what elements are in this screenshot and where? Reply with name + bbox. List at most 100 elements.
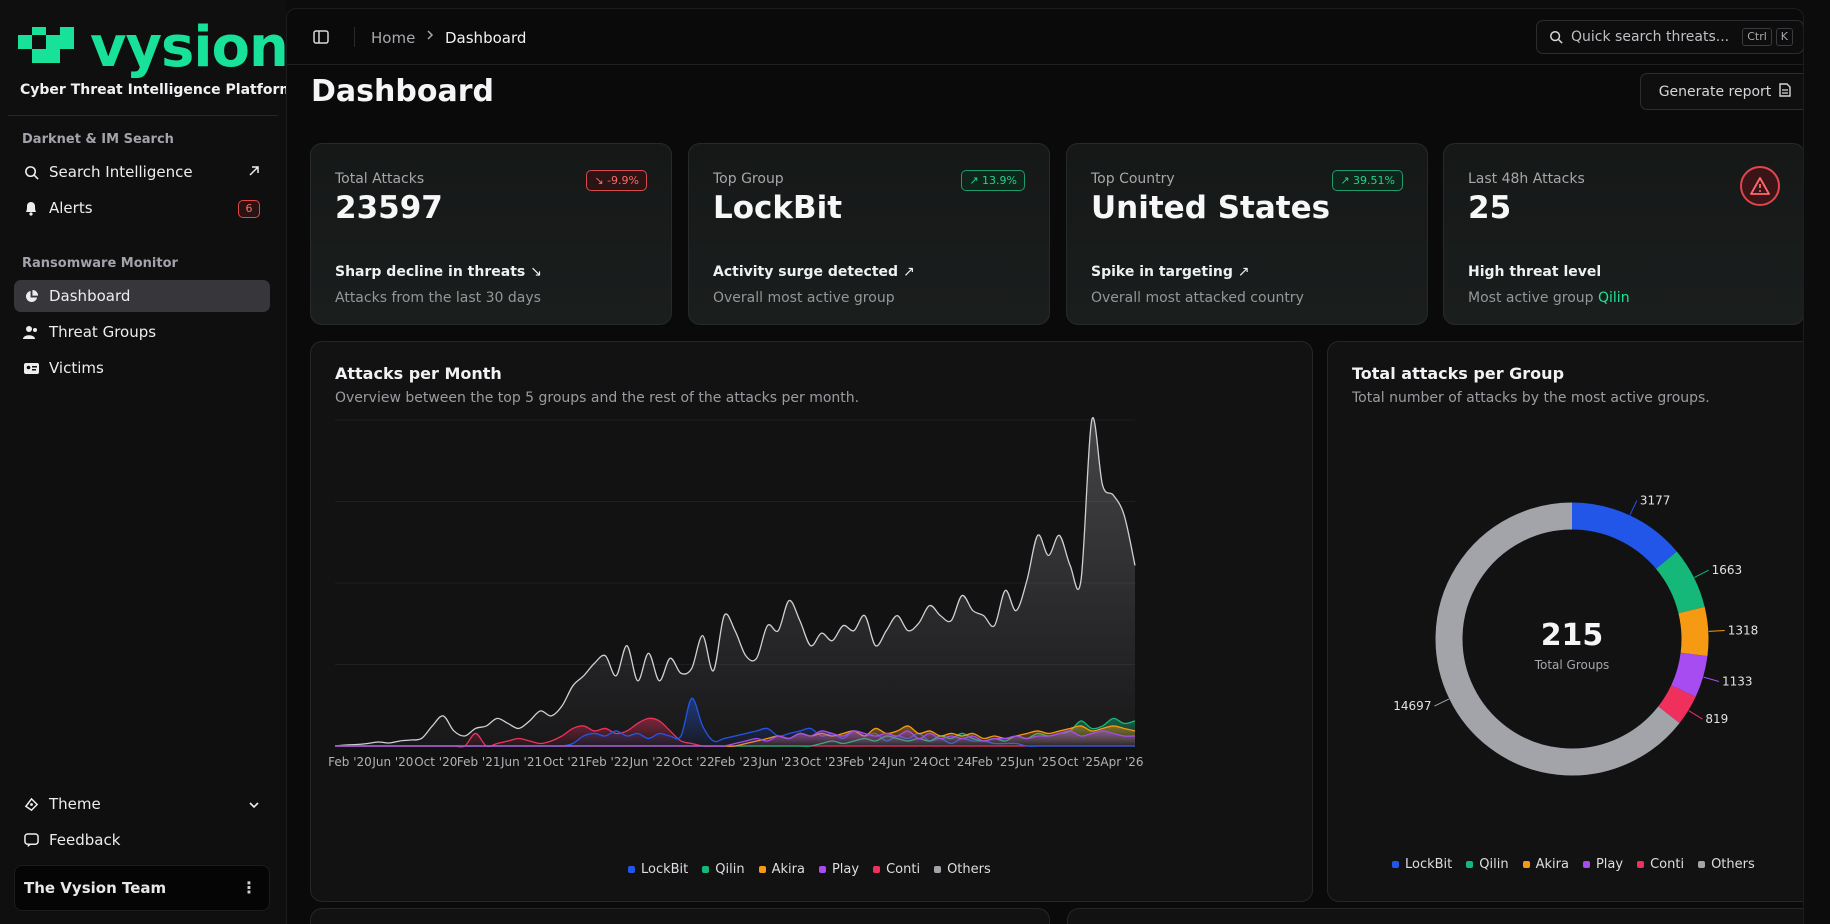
kpi-insight: Activity surge detected ↗ xyxy=(713,264,915,280)
sidebar-divider xyxy=(8,115,278,116)
donut-slice-qilin xyxy=(1655,551,1705,614)
x-tick-label: Jun '21 xyxy=(500,755,542,769)
chart-legend: LockBit Qilin Akira Play Conti Others xyxy=(1392,857,1755,872)
kpi-trend-badge: ↗ 39.51% xyxy=(1332,170,1403,191)
legend-item-qilin[interactable]: Qilin xyxy=(1466,857,1509,872)
shortcut-key-k: K xyxy=(1775,28,1793,46)
team-switcher[interactable]: The Vysion Team ⋮ xyxy=(14,865,270,911)
kpi-caption: Most active group Qilin xyxy=(1468,290,1630,306)
kpi-value: LockBit xyxy=(713,190,843,226)
search-placeholder: Quick search threats... xyxy=(1571,29,1730,45)
slice-value-label: 1133 xyxy=(1722,675,1753,689)
donut-slice-others xyxy=(1435,502,1680,776)
kpi-label: Last 48h Attacks xyxy=(1468,171,1585,187)
kpi-label: Top Country xyxy=(1091,171,1175,187)
palette-icon xyxy=(23,796,39,812)
sidebar-item-search-intelligence[interactable]: Search Intelligence xyxy=(14,156,270,188)
legend-swatch xyxy=(702,866,710,873)
pie-chart-icon xyxy=(23,288,39,304)
brand-tagline: Cyber Threat Intelligence Platform xyxy=(20,82,294,98)
legend-swatch xyxy=(1582,861,1590,868)
series-line-play xyxy=(334,730,1136,747)
legend-item-conti[interactable]: Conti xyxy=(873,862,920,877)
legend-item-others[interactable]: Others xyxy=(934,862,991,877)
donut-center-label: Total Groups xyxy=(1534,658,1610,672)
x-tick-label: Oct '21 xyxy=(543,755,586,769)
kpi-caption: Overall most attacked country xyxy=(1091,290,1304,306)
x-tick-label: Feb '22 xyxy=(586,755,630,769)
legend-item-others[interactable]: Others xyxy=(1698,857,1755,872)
kpi-card-total-attacks: Total Attacks ↘ -9.9% 23597 Sharp declin… xyxy=(310,143,672,325)
brand-name: vysion xyxy=(90,15,289,80)
legend-item-qilin[interactable]: Qilin xyxy=(702,862,745,877)
x-tick-label: Oct '23 xyxy=(800,755,843,769)
section-title-darknet: Darknet & IM Search xyxy=(22,132,174,147)
legend-item-lockbit[interactable]: LockBit xyxy=(628,862,688,877)
sidebar-item-victims[interactable]: Victims xyxy=(14,352,270,384)
slice-value-label: 1663 xyxy=(1712,563,1743,577)
bell-icon xyxy=(23,200,39,216)
generate-report-button[interactable]: Generate report xyxy=(1640,73,1803,110)
sidebar-item-dashboard[interactable]: Dashboard xyxy=(14,280,270,312)
panel-placeholder-left xyxy=(310,908,1050,924)
kpi-card-last-48h: Last 48h Attacks 25 High threat level Mo… xyxy=(1443,143,1803,325)
slice-value-label: 819 xyxy=(1705,712,1728,726)
slice-value-label: 3177 xyxy=(1640,493,1671,507)
feedback-link[interactable]: Feedback xyxy=(14,824,270,856)
most-active-group-link[interactable]: Qilin xyxy=(1598,290,1630,306)
legend-item-lockbit[interactable]: LockBit xyxy=(1392,857,1452,872)
slice-value-label: 1318 xyxy=(1728,623,1759,637)
donut-slice-play xyxy=(1671,652,1708,697)
sidebar-item-label: Dashboard xyxy=(49,287,131,305)
slice-leader-line xyxy=(1434,698,1450,707)
team-name: The Vysion Team xyxy=(24,879,167,897)
x-tick-label: Oct '20 xyxy=(414,755,457,769)
more-vertical-icon[interactable]: ⋮ xyxy=(241,878,257,897)
legend-item-play[interactable]: Play xyxy=(1582,857,1623,872)
legend-swatch xyxy=(628,866,635,873)
warning-triangle-icon xyxy=(1740,166,1780,206)
legend-item-akira[interactable]: Akira xyxy=(758,862,805,877)
x-tick-label: Oct '24 xyxy=(929,755,972,769)
x-tick-label: Feb '25 xyxy=(972,755,1016,769)
topbar-divider xyxy=(354,27,355,47)
feedback-label: Feedback xyxy=(49,831,121,849)
legend-item-play[interactable]: Play xyxy=(818,862,860,877)
sidebar-item-alerts[interactable]: Alerts 6 xyxy=(14,192,270,224)
users-icon xyxy=(23,324,39,340)
brand-logo[interactable]: vysion xyxy=(18,15,289,80)
trending-down-icon: ↘ xyxy=(530,264,542,280)
sidebar-toggle-icon[interactable] xyxy=(313,29,329,49)
kpi-insight: High threat level xyxy=(1468,264,1602,280)
theme-toggle[interactable]: Theme xyxy=(14,788,270,820)
main-content: Home Dashboard Quick search threats... C… xyxy=(286,8,1804,924)
kpi-value: 25 xyxy=(1468,190,1512,226)
legend-swatch xyxy=(1466,861,1474,868)
legend-label: LockBit xyxy=(641,862,689,877)
slice-leader-line xyxy=(1629,500,1638,516)
sidebar-item-threat-groups[interactable]: Threat Groups xyxy=(14,316,270,348)
chevron-down-icon xyxy=(248,797,260,815)
legend-item-conti[interactable]: Conti xyxy=(1637,857,1684,872)
legend-label: Play xyxy=(831,862,860,877)
x-tick-label: Oct '22 xyxy=(672,755,715,769)
donut-slice-lockbit xyxy=(1571,502,1677,570)
chart-title: Total attacks per Group xyxy=(1352,364,1565,383)
x-tick-label: Feb '20 xyxy=(328,755,372,769)
sidebar-item-label: Search Intelligence xyxy=(49,163,193,181)
trend-up-icon: ↗ xyxy=(969,174,983,187)
quick-search-input[interactable]: Quick search threats... Ctrl K xyxy=(1536,20,1803,54)
sidebar-item-label: Threat Groups xyxy=(49,323,157,341)
attacks-area-chart: Feb '20 Jun '20 Oct '20 Feb '21 Jun '21 Oct '… xyxy=(328,416,1144,769)
trend-down-icon: ↘ xyxy=(594,174,608,187)
slice-leader-line xyxy=(1703,676,1720,683)
legend-item-akira[interactable]: Akira xyxy=(1522,857,1569,872)
donut-slice-conti xyxy=(1658,685,1696,724)
sidebar-item-label: Victims xyxy=(49,359,104,377)
breadcrumb-home[interactable]: Home xyxy=(371,29,416,47)
panel-placeholder-right xyxy=(1067,908,1803,924)
topbar: Home Dashboard Quick search threats... C… xyxy=(287,9,1803,65)
x-tick-label: Oct '25 xyxy=(1058,755,1101,769)
kpi-insight: Sharp decline in threats ↘ xyxy=(335,264,542,280)
legend-swatch xyxy=(1637,861,1645,868)
